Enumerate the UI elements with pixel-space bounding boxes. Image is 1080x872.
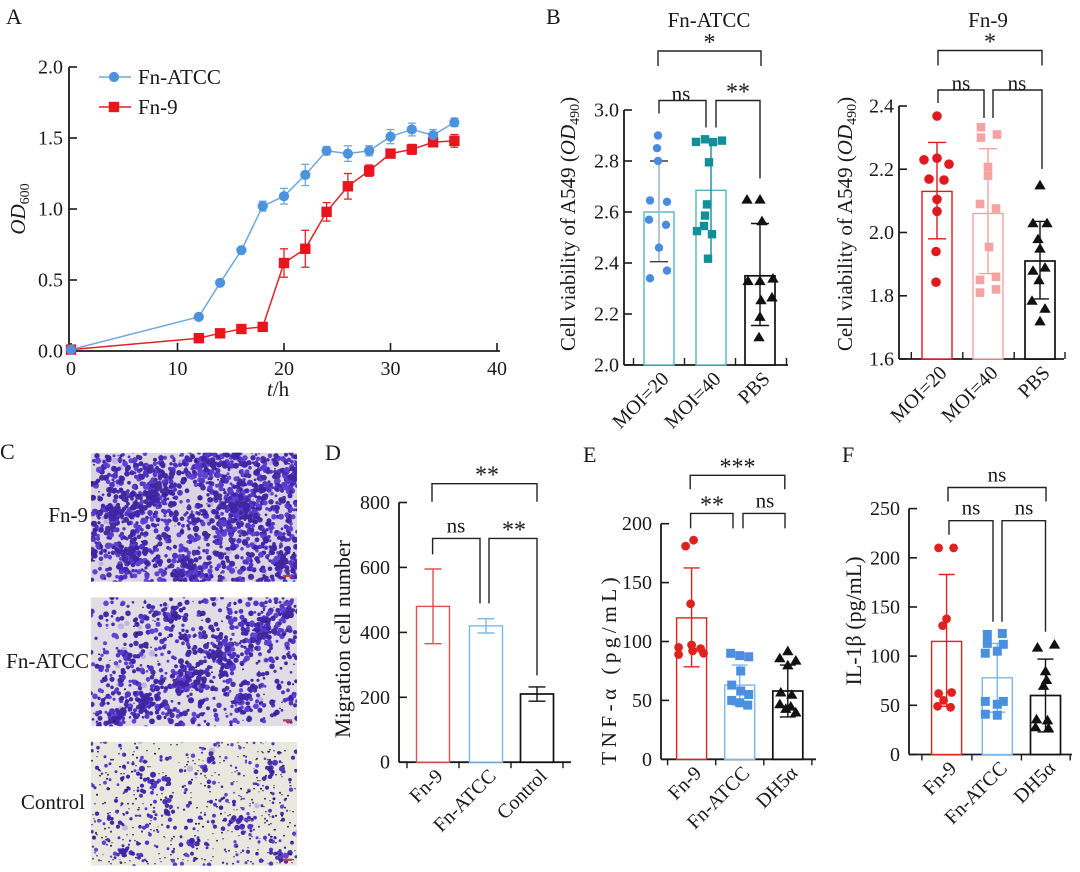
svg-text:**: ** — [700, 492, 724, 518]
svg-text:200: 200 — [360, 687, 390, 709]
svg-text:ns: ns — [672, 82, 691, 106]
svg-text:t/h: t/h — [267, 377, 290, 401]
svg-text:2.8: 2.8 — [594, 151, 619, 173]
svg-text:400: 400 — [360, 622, 390, 644]
svg-text:2.0: 2.0 — [38, 57, 63, 79]
svg-text:MOI=20: MOI=20 — [608, 368, 673, 433]
svg-text:PBS: PBS — [734, 368, 775, 409]
svg-text:0: 0 — [66, 358, 76, 380]
svg-text:10: 10 — [168, 358, 188, 380]
svg-text:0: 0 — [380, 752, 390, 774]
svg-text:100: 100 — [870, 646, 900, 668]
svg-text:Cell viability of A549 (OD490): Cell viability of A549 (OD490) — [833, 97, 860, 351]
svg-text:30: 30 — [381, 358, 401, 380]
svg-text:2.6: 2.6 — [594, 202, 619, 224]
svg-text:200: 200 — [870, 547, 900, 569]
svg-text:Cell viability of A549 (OD490): Cell viability of A549 (OD490) — [556, 97, 583, 351]
svg-text:ns: ns — [962, 496, 981, 520]
svg-text:2.0: 2.0 — [594, 355, 619, 377]
svg-text:*: * — [984, 30, 996, 56]
svg-text:B: B — [546, 4, 561, 29]
svg-text:E: E — [583, 442, 596, 467]
svg-text:Control: Control — [21, 790, 85, 814]
svg-text:Fn-9: Fn-9 — [138, 95, 178, 119]
svg-text:2.4: 2.4 — [594, 253, 619, 275]
svg-text:*: * — [704, 30, 716, 56]
svg-text:OD600: OD600 — [6, 183, 33, 234]
svg-text:ns: ns — [988, 463, 1007, 487]
svg-text:ns: ns — [952, 71, 971, 95]
svg-text:2.4: 2.4 — [869, 96, 894, 118]
svg-text:Fn-9: Fn-9 — [968, 8, 1008, 32]
svg-text:Fn-9: Fn-9 — [48, 503, 88, 527]
svg-text:ns: ns — [1015, 496, 1034, 520]
svg-text:DH5α: DH5α — [1010, 757, 1061, 808]
svg-text:1.8: 1.8 — [869, 285, 894, 307]
svg-text:40: 40 — [487, 358, 507, 380]
svg-text:200: 200 — [622, 513, 652, 535]
svg-text:**: ** — [475, 463, 499, 489]
svg-text:ns: ns — [1008, 71, 1027, 95]
svg-text:Migration cell number: Migration cell number — [330, 539, 355, 738]
svg-text:***: *** — [720, 454, 756, 480]
svg-text:0.0: 0.0 — [38, 341, 63, 363]
svg-text:800: 800 — [360, 492, 390, 514]
svg-text:3.0: 3.0 — [594, 100, 619, 122]
svg-text:1.0: 1.0 — [38, 199, 63, 221]
svg-text:50: 50 — [880, 695, 900, 717]
svg-text:**: ** — [502, 517, 526, 543]
svg-text:F: F — [842, 442, 854, 467]
svg-text:DH5α: DH5α — [752, 762, 803, 813]
svg-text:ns: ns — [756, 488, 775, 512]
svg-text:150: 150 — [622, 572, 652, 594]
svg-text:100: 100 — [622, 631, 652, 653]
svg-text:MOI=40: MOI=40 — [660, 368, 725, 433]
svg-text:0: 0 — [890, 744, 900, 766]
svg-text:150: 150 — [870, 597, 900, 619]
svg-text:2.0: 2.0 — [869, 222, 894, 244]
svg-text:Fn-ATCC: Fn-ATCC — [138, 65, 221, 89]
svg-text:MOI=40: MOI=40 — [937, 362, 1002, 427]
svg-text:1.6: 1.6 — [869, 349, 894, 371]
svg-text:A: A — [6, 4, 22, 29]
svg-text:Fn-9: Fn-9 — [664, 762, 706, 804]
svg-text:TNF-α (pg/mL): TNF-α (pg/mL) — [597, 573, 621, 765]
svg-text:PBS: PBS — [1014, 362, 1055, 403]
svg-text:**: ** — [726, 80, 750, 106]
svg-text:D: D — [325, 440, 341, 465]
svg-text:1.5: 1.5 — [38, 128, 63, 150]
svg-text:0: 0 — [642, 749, 652, 771]
svg-text:Control: Control — [493, 765, 552, 824]
svg-text:Fn-ATCC: Fn-ATCC — [668, 8, 751, 32]
svg-text:2.2: 2.2 — [869, 159, 894, 181]
svg-text:250: 250 — [870, 498, 900, 520]
svg-text:20: 20 — [274, 358, 294, 380]
svg-text:Fn-9: Fn-9 — [919, 757, 961, 799]
svg-text:ns: ns — [447, 513, 466, 537]
svg-text:0.5: 0.5 — [38, 270, 63, 292]
svg-text:2.2: 2.2 — [594, 304, 619, 326]
svg-text:600: 600 — [360, 557, 390, 579]
svg-text:IL-1β (pg/mL): IL-1β (pg/mL) — [841, 556, 866, 685]
svg-text:Fn-ATCC: Fn-ATCC — [6, 649, 89, 673]
svg-text:C: C — [0, 439, 15, 464]
svg-text:Fn-9: Fn-9 — [405, 765, 447, 807]
svg-text:50: 50 — [632, 690, 652, 712]
